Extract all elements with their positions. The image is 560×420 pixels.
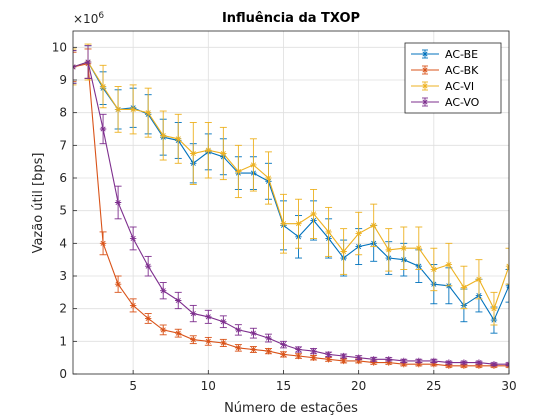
data-point	[431, 266, 437, 272]
data-point	[340, 248, 346, 254]
data-point	[130, 302, 136, 308]
x-tick-label: 25	[426, 379, 441, 393]
legend-label: AC-VO	[445, 96, 480, 109]
data-point	[145, 109, 151, 115]
legend-label: AC-BE	[445, 48, 478, 61]
data-point	[355, 354, 361, 360]
y-tick-label: 1	[59, 334, 67, 348]
data-point	[235, 327, 241, 333]
data-point	[175, 330, 181, 336]
x-tick-label: 20	[351, 379, 366, 393]
legend-label: AC-BK	[445, 64, 479, 77]
data-point	[370, 222, 376, 228]
y-tick-label: 10	[52, 40, 67, 54]
legend: AC-BE AC-BK AC-VI AC-VO	[405, 43, 501, 113]
data-point	[355, 230, 361, 236]
data-point	[401, 358, 407, 364]
data-point	[370, 356, 376, 362]
legend-label: AC-VI	[445, 80, 474, 93]
y-tick-label: 8	[59, 106, 67, 120]
data-point	[446, 261, 452, 267]
data-point	[190, 337, 196, 343]
data-point	[190, 310, 196, 316]
x-tick-label: 5	[129, 379, 137, 393]
data-point	[386, 356, 392, 362]
y-tick-label: 4	[59, 236, 67, 250]
chart-title: Influência da TXOP	[222, 11, 360, 26]
data-point	[130, 235, 136, 241]
x-tick-label: 10	[201, 379, 216, 393]
data-point	[100, 126, 106, 132]
data-point	[416, 358, 422, 364]
y-tick-label: 0	[59, 367, 67, 381]
data-point	[461, 284, 467, 290]
y-axis-label: Vazão útil [bps]	[31, 153, 46, 254]
data-point	[145, 315, 151, 321]
data-point	[145, 263, 151, 269]
data-point	[250, 162, 256, 168]
y-tick-label: 9	[59, 73, 67, 87]
y-tick-label: 2	[59, 302, 67, 316]
x-axis-label: Número de estações	[224, 401, 358, 416]
data-point	[220, 340, 226, 346]
data-point	[431, 358, 437, 364]
y-multiplier-exponent: 6	[98, 11, 104, 21]
data-point	[220, 150, 226, 156]
x-tick-label: 15	[276, 379, 291, 393]
y-tick-label: 5	[59, 204, 67, 218]
data-point	[115, 199, 121, 205]
data-point	[340, 353, 346, 359]
data-point	[386, 247, 392, 253]
data-point	[416, 245, 422, 251]
data-point	[446, 359, 452, 365]
y-tick-label: 3	[59, 269, 67, 283]
data-point	[401, 245, 407, 251]
data-point	[461, 359, 467, 365]
data-point	[100, 83, 106, 89]
y-tick-label: 7	[59, 138, 67, 152]
y-multiplier-base: ×10	[73, 12, 98, 26]
x-tick-label: 30	[501, 379, 516, 393]
y-tick-label: 6	[59, 171, 67, 185]
data-point	[190, 150, 196, 156]
data-point	[250, 330, 256, 336]
data-point	[235, 168, 241, 174]
data-point	[100, 240, 106, 246]
